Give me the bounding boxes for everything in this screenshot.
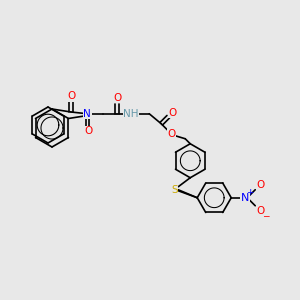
Text: N: N [241, 193, 249, 203]
Text: −: − [262, 211, 270, 220]
Text: O: O [168, 108, 176, 118]
Text: O: O [84, 127, 93, 136]
Text: NH: NH [124, 109, 139, 119]
Text: O: O [68, 91, 76, 101]
Text: O: O [167, 129, 176, 139]
Text: +: + [247, 188, 254, 197]
Text: S: S [171, 185, 178, 195]
Text: N: N [83, 109, 91, 119]
Text: O: O [256, 206, 264, 216]
Text: O: O [113, 93, 122, 103]
Text: O: O [256, 180, 264, 190]
